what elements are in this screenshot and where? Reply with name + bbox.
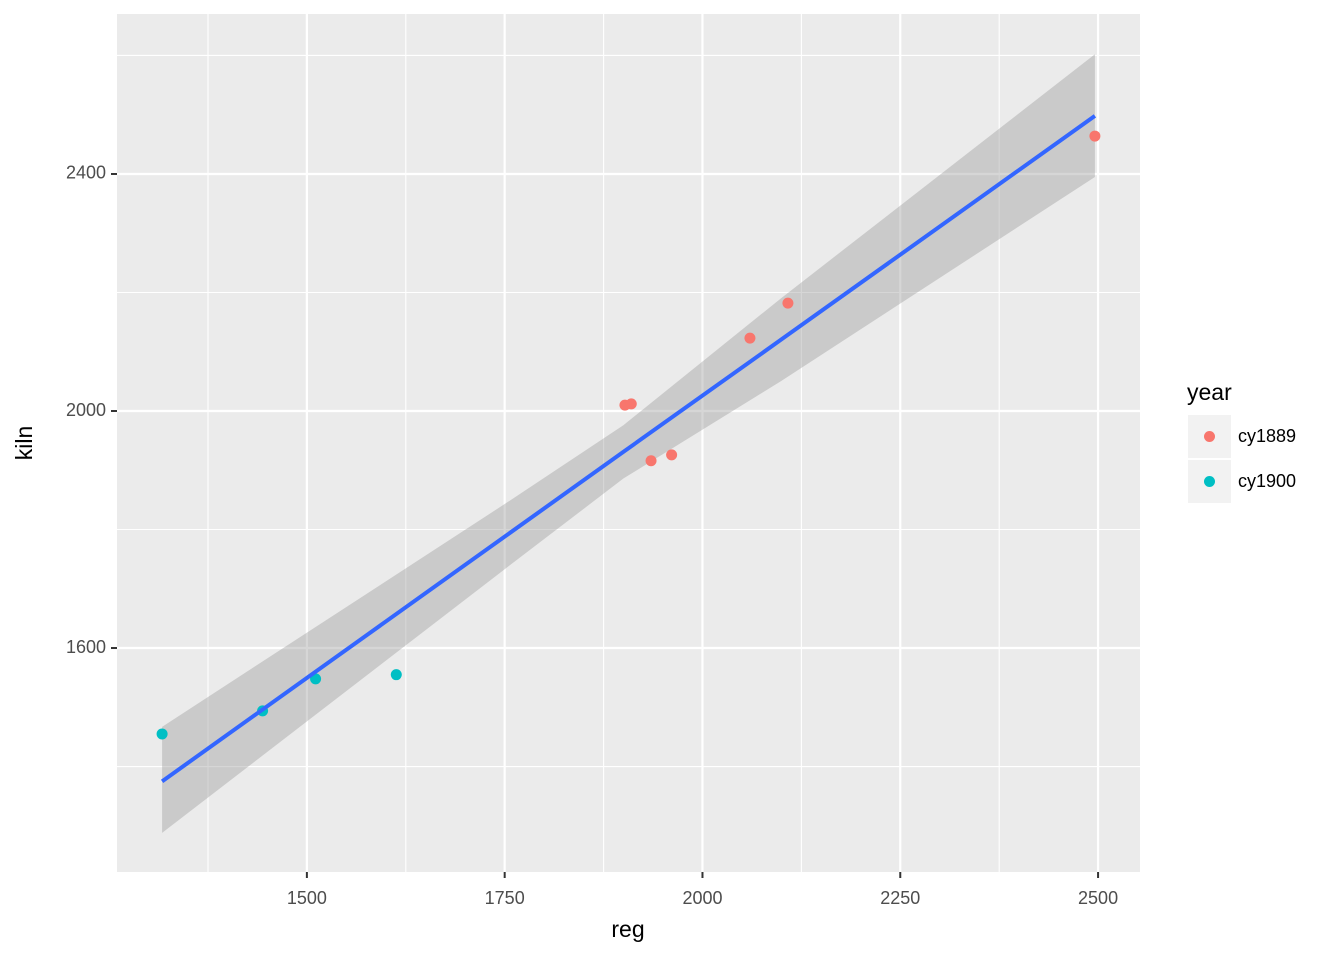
legend-symbol [1204, 476, 1215, 487]
y-tick-label: 1600 [66, 637, 106, 657]
y-tick-label: 2400 [66, 163, 106, 183]
point [645, 455, 657, 467]
legend-title: year [1187, 379, 1232, 405]
point [156, 728, 168, 740]
panel [117, 14, 1140, 872]
x-tick-label: 1750 [485, 888, 525, 908]
y-axis-title: kiln [11, 426, 37, 461]
x-tick-label: 2250 [880, 888, 920, 908]
legend-symbol [1204, 431, 1215, 442]
point [390, 669, 402, 681]
legend-label: cy1889 [1238, 426, 1296, 446]
legend-label: cy1900 [1238, 471, 1296, 491]
fit-line [160, 114, 1097, 783]
point [782, 297, 794, 309]
x-tick-label: 2000 [682, 888, 722, 908]
point [666, 449, 678, 461]
confidence-band [162, 54, 1095, 833]
x-tick-label: 2500 [1078, 888, 1118, 908]
point [744, 332, 756, 344]
point [1089, 130, 1101, 142]
y-tick-label: 2000 [66, 400, 106, 420]
x-tick-label: 1500 [287, 888, 327, 908]
x-axis-title: reg [611, 916, 644, 942]
point [625, 398, 637, 410]
